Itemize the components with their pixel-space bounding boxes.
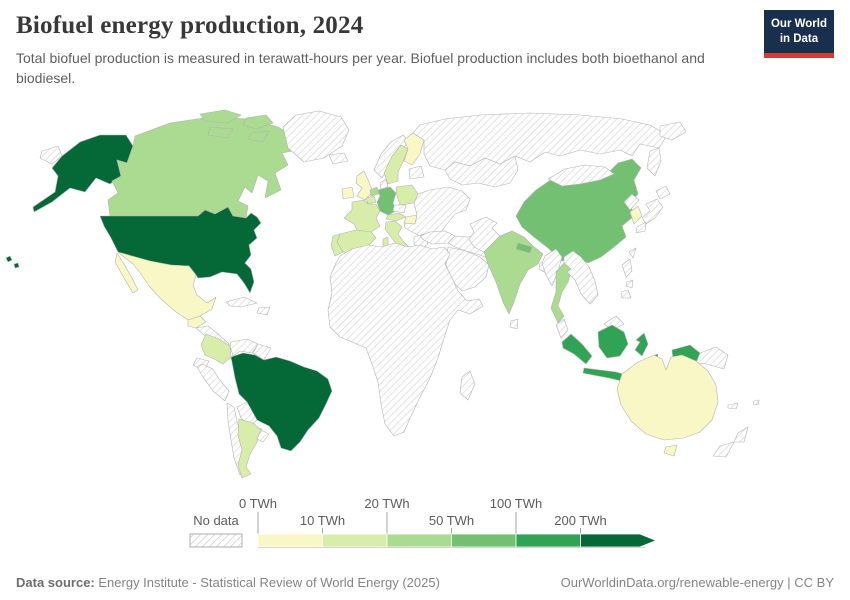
country-pacific-islands[interactable] [727,399,760,410]
owid-logo-line2: in Data [779,32,819,45]
data-source-label: Data source: [16,575,95,590]
country-sri-lanka[interactable] [509,318,519,330]
legend-swatch-0-10[interactable] [257,533,323,548]
chart-footer: Data source: Energy Institute - Statisti… [16,575,834,590]
country-cuba[interactable] [225,296,258,308]
country-mexico-baja[interactable] [114,252,139,294]
data-source: Data source: Energy Institute - Statisti… [16,575,440,590]
country-australia-tasmania[interactable] [663,444,678,457]
country-north-korea[interactable] [623,193,640,211]
country-new-zealand[interactable] [712,426,749,458]
country-south-korea[interactable] [629,205,643,225]
legend-swatch-20-50[interactable] [386,533,452,548]
country-mongolia[interactable] [547,164,615,187]
country-africa[interactable] [327,242,484,437]
country-uruguay[interactable] [256,429,270,443]
country-russia-chukotka[interactable] [39,145,63,165]
legend-svg: No data 0 TWh 10 TWh 20 TWh 50 TWh 100 T… [189,496,658,548]
country-netherlands[interactable] [369,186,380,197]
map-legend: No data 0 TWh 10 TWh 20 TWh 50 TWh 100 T… [0,494,850,563]
country-peru[interactable] [196,363,230,402]
legend-label-100: 100 TWh [490,496,543,511]
owid-logo-line1: Our World [770,18,827,30]
legend-label-50: 50 TWh [429,513,474,528]
legend-swatch-100-200[interactable] [515,533,581,548]
country-denmark[interactable] [379,178,389,190]
country-myanmar[interactable] [541,248,563,287]
legend-label-0: 0 TWh [239,496,277,511]
chart-subtitle: Total biofuel production is measured in … [16,50,705,86]
country-usa-alaska[interactable] [32,134,134,213]
country-greenland[interactable] [282,110,350,163]
country-uk[interactable] [355,170,374,201]
country-canada-arctic-islands[interactable] [199,109,274,143]
legend-label-200: 200 TWh [554,513,607,528]
legend-swatch-10-20[interactable] [322,533,388,548]
country-central-asia[interactable] [444,155,519,188]
country-baltics[interactable] [408,165,425,180]
country-guatemala[interactable] [187,315,207,329]
data-source-text: Energy Institute - Statistical Review of… [98,575,440,590]
world-map [0,106,850,497]
country-iceland[interactable] [328,152,349,165]
country-hispaniola[interactable] [256,306,271,316]
legend-no-data-label: No data [193,513,239,528]
chart-header: Biofuel energy production, 2024 Total bi… [16,12,834,89]
choropleth-map [5,109,760,479]
legend-swatch-200-plus[interactable] [580,533,658,548]
country-australia[interactable] [616,354,719,441]
country-portugal[interactable] [330,233,344,257]
country-colombia[interactable] [200,333,232,365]
country-sweden[interactable] [383,144,409,185]
legend-label-10: 10 TWh [300,513,345,528]
country-taiwan[interactable] [628,247,637,259]
country-canada[interactable] [107,116,299,219]
chart-title: Biofuel energy production, 2024 [16,12,364,39]
country-germany[interactable] [376,186,397,216]
country-venezuela[interactable] [229,338,259,357]
country-czechia[interactable] [392,204,407,214]
owid-credit-link[interactable]: OurWorldinData.org/renewable-energy | CC… [560,575,834,590]
country-belgium[interactable] [365,195,377,205]
country-mexico[interactable] [117,251,217,321]
legend-label-20: 20 TWh [364,496,409,511]
country-madagascar[interactable] [459,370,476,401]
country-india[interactable] [483,230,544,315]
country-france[interactable] [343,199,381,235]
country-russia-kamchatka[interactable] [646,121,687,177]
country-ireland[interactable] [341,186,355,200]
country-austria[interactable] [385,212,407,222]
country-indochina[interactable] [563,250,599,305]
owid-logo[interactable]: Our World in Data [763,10,834,58]
country-philippines[interactable] [620,258,634,299]
country-argentina[interactable] [237,418,262,479]
country-japan[interactable] [635,185,671,234]
country-usa-hawaii[interactable] [5,255,20,269]
country-nepal[interactable] [515,242,533,254]
legend-no-data-swatch[interactable] [189,533,243,548]
legend-swatch-50-100[interactable] [451,533,517,548]
